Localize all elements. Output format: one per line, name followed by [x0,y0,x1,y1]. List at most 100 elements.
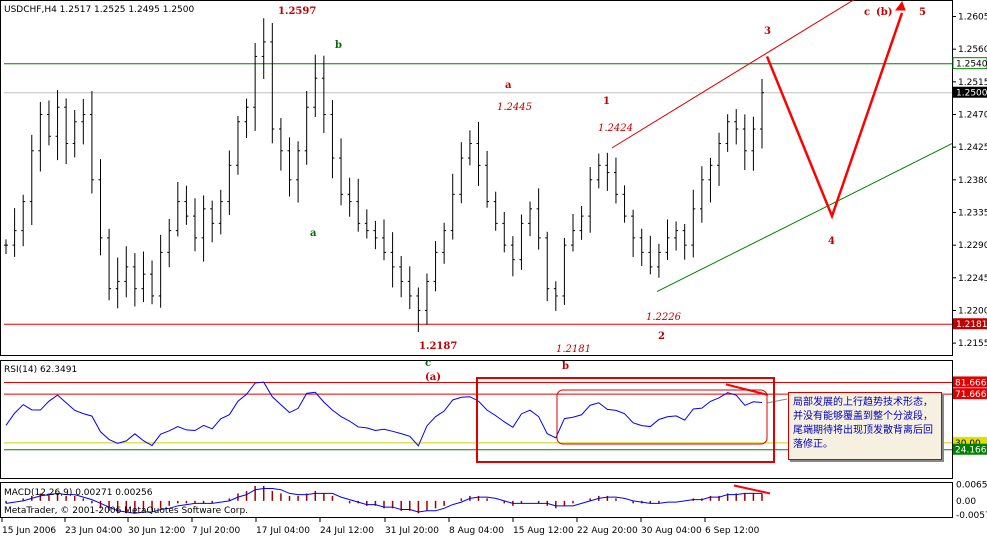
price-bar [270,22,275,144]
price-bar [674,221,679,251]
price-bar [347,177,352,217]
x-tick-label: 31 Jul 20:00 [385,526,439,536]
rsi-header: RSI(14) 62.3491 [4,365,77,375]
copyright-text: MetaTrader, © 2001-2006 MetaQuotes Softw… [4,506,248,516]
wave-label: 1 [603,96,610,107]
price-bar [751,116,756,171]
price-bar [339,138,344,206]
price-bar [742,114,747,170]
svg-text:24.1667: 24.1667 [955,446,987,456]
price-bar [98,159,103,256]
x-tick-label: 30 Jun 12:00 [128,526,185,536]
price-tag: 1.2540 [952,57,987,70]
price-bar [313,54,318,117]
y-tick-label: 1.2605 [958,13,987,23]
macd-signal-line [5,487,762,514]
y-tick-label: 1.2515 [958,78,987,88]
price-bar [235,115,240,175]
price-bar [553,281,558,311]
channel-line-upper [611,0,855,149]
wave-label: 2 [658,331,665,342]
price-bar [390,232,395,288]
rsi-line [5,381,763,447]
macd-header: MACD(12,26,9) 0.00271 0.00256 [4,488,153,498]
price-bar [201,195,206,262]
wave-label: (a) [425,372,441,383]
x-tick-label: 30 Aug 04:00 [641,526,702,536]
price-bar [321,55,326,133]
price-bar [648,235,653,275]
price-bar [605,152,610,191]
wave-label: (b) [876,7,892,18]
rsi-highlight-outer-box [476,377,775,463]
macd-tick-label: 0.00 [956,497,976,507]
x-tick-label: 17 Jul 04:00 [256,526,310,536]
price-bar [631,209,636,257]
wave-projection-arrowhead [895,0,906,11]
wave-projection-path [765,12,904,220]
price-bar [665,219,670,260]
price-bar [244,98,249,139]
price-bar [4,239,8,254]
price-bar [476,121,481,186]
price-bar [467,130,472,166]
macd-panel [0,482,953,518]
y-tick-label: 1.2470 [958,110,987,120]
wave-label: 1.2424 [598,123,633,134]
price-bar [407,266,412,310]
svg-text:1.2181: 1.2181 [956,320,987,330]
rsi-highlight-inner-box [556,389,768,445]
price-bar [562,237,567,305]
price-bar [184,185,189,225]
wave-label: 1.2445 [497,102,532,113]
price-bar [424,273,429,325]
macd-divergence-line [733,484,771,495]
macd-tick-label: 0.00657 [956,481,987,491]
y-tick-label: 1.2290 [958,241,987,251]
price-bar [107,228,112,301]
price-bar [485,150,490,208]
price-bar [218,189,223,235]
price-tag: 1.2181 [953,318,987,330]
price-bar [639,228,644,267]
price-bar [64,98,69,165]
price-bar [287,137,292,197]
price-bar [175,181,180,237]
price-bar [38,101,43,172]
price-bar [158,234,163,308]
wave-label: 4 [828,236,835,247]
y-tick-label: 1.2155 [958,339,987,349]
price-bar [167,218,172,268]
price-bar [450,173,455,240]
x-tick-label: 22 Aug 20:00 [577,526,638,536]
price-bar [304,90,309,165]
price-bar [760,78,764,149]
price-bar [55,90,60,161]
price-bar [433,241,438,292]
wave-label: c [864,7,870,18]
channel-line-lower [656,143,953,293]
annotation-box: 局部发展的上行趋势技术形态，并没有能够覆盖到整个分波段，尾端期待将出现顶发散背离… [788,392,942,460]
x-tick-label: 6 Sep 12:00 [705,526,760,536]
price-bar [545,231,550,302]
wave-label: 5 [919,7,926,18]
price-bar [141,251,146,303]
y-tick-label: 1.2560 [958,45,987,55]
price-bar [210,200,215,243]
y-tick-label: 1.2335 [958,208,987,218]
wave-label: b [562,361,569,372]
wave-label: 3 [764,26,771,37]
price-bar [442,222,447,264]
wave-label: a [310,228,317,239]
price-bar [734,109,739,145]
x-tick-label: 15 Aug 12:00 [513,526,574,536]
price-bar [571,213,575,252]
price-bar [21,194,26,247]
x-tick-label: 23 Jun 04:00 [65,526,122,536]
price-bar [596,153,601,189]
price-bar [356,178,361,232]
